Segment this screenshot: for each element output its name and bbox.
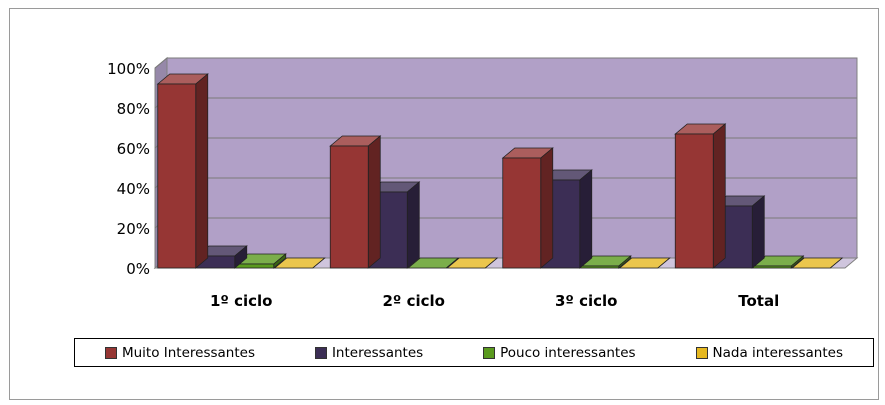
bar-side (406, 181, 420, 269)
bar (791, 257, 844, 269)
bar (618, 257, 671, 269)
y-tick-label: 100% (107, 60, 150, 78)
legend-label: Pouco interessantes (500, 344, 636, 361)
x-tick-labels: 1º ciclo 2º ciclo 3º ciclo Total (210, 292, 779, 310)
bar-front (752, 265, 792, 269)
bar (446, 257, 499, 269)
bar-side (195, 73, 209, 269)
legend-swatch (695, 346, 708, 359)
bar (234, 253, 287, 269)
bar (752, 255, 805, 269)
y-tick-label: 40% (117, 180, 150, 198)
legend-label: Nada interessantes (712, 344, 844, 361)
bar (273, 257, 326, 269)
bar (407, 257, 460, 269)
bar-side (829, 257, 843, 269)
x-tick-label: 1º ciclo (210, 292, 273, 310)
bar (579, 255, 632, 269)
bar (329, 135, 382, 269)
y-tick-label: 60% (117, 140, 150, 158)
legend-item-muito-interessantes: Muito Interessantes (104, 344, 255, 361)
legend-label: Interessantes (331, 344, 424, 361)
bar-side (712, 123, 726, 269)
bar-side (751, 195, 765, 269)
gridline-side (154, 57, 168, 69)
bar-side (540, 147, 554, 269)
bar (156, 73, 209, 269)
bar-front (329, 145, 369, 269)
legend-item-nada-interessantes: Nada interessantes (695, 344, 844, 361)
y-tick-label: 20% (117, 220, 150, 238)
y-tick-label: 0% (126, 260, 150, 278)
bar-side (445, 257, 459, 269)
bar (674, 123, 727, 269)
bar-front (580, 265, 620, 269)
x-tick-label: 3º ciclo (555, 292, 618, 310)
bar-side (579, 169, 593, 269)
bar-front (674, 133, 714, 269)
bar-side (657, 257, 671, 269)
y-tick-labels: 100% 80% 60% 40% 20% 0% (107, 60, 150, 278)
legend-swatch (483, 346, 496, 359)
bar-front (235, 263, 275, 269)
bar (501, 147, 554, 269)
legend-swatch (314, 346, 327, 359)
bar-front (502, 157, 542, 269)
x-tick-label: 2º ciclo (383, 292, 446, 310)
legend-item-pouco-interessantes: Pouco interessantes (483, 344, 636, 361)
y-tick-label: 80% (117, 100, 150, 118)
legend-label: Muito Interessantes (121, 344, 255, 361)
legend-item-interessantes: Interessantes (314, 344, 424, 361)
x-tick-label: Total (738, 292, 779, 310)
bar-side (312, 257, 326, 269)
bar-front (157, 83, 197, 269)
bar-side (367, 135, 381, 269)
bars (156, 73, 844, 269)
legend-swatch (104, 346, 117, 359)
legend: Muito Interessantes Interessantes Pouco … (74, 338, 874, 367)
bar-side (484, 257, 498, 269)
